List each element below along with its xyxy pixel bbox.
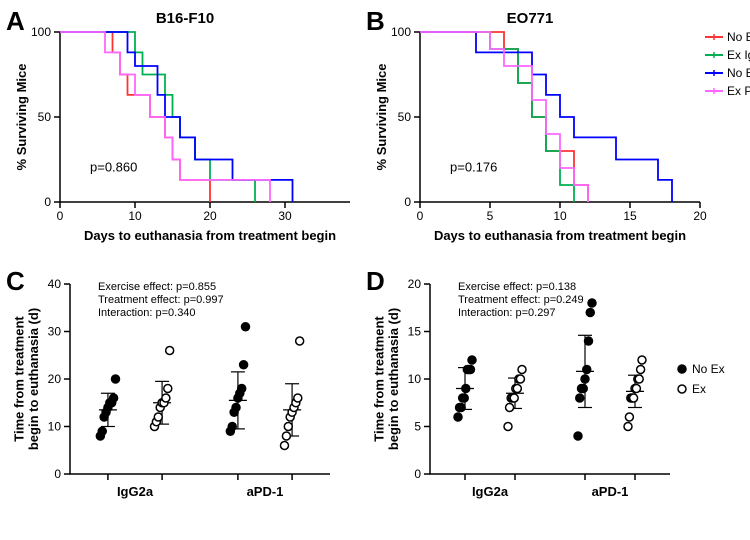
svg-text:40: 40 <box>48 277 62 291</box>
svg-text:IgG2a: IgG2a <box>117 484 154 499</box>
panel-letter-c: C <box>6 266 25 297</box>
figure-grid: A B16-F10 050100010203040Days to euthana… <box>10 10 740 530</box>
panel-b: B EO771 05010005101520Days to euthanasia… <box>370 10 750 260</box>
svg-text:p=0.176: p=0.176 <box>450 159 497 174</box>
svg-text:50: 50 <box>38 110 52 124</box>
svg-text:% Surviving Mice: % Surviving Mice <box>14 64 29 171</box>
svg-text:20: 20 <box>693 209 707 223</box>
svg-text:aPD-1: aPD-1 <box>247 484 284 499</box>
svg-text:5: 5 <box>414 420 421 434</box>
panel-c: C 010203040IgG2aaPD-1Time from treatment… <box>10 270 360 530</box>
svg-text:Exercise effect: p=0.138: Exercise effect: p=0.138 <box>458 281 576 293</box>
svg-text:Treatment effect: p=0.997: Treatment effect: p=0.997 <box>98 294 224 306</box>
svg-text:30: 30 <box>278 209 292 223</box>
svg-text:No Ex PD-1: No Ex PD-1 <box>727 66 750 80</box>
panel-a-chart: 050100010203040Days to euthanasia from t… <box>10 10 350 255</box>
svg-text:No Ex IgG2a: No Ex IgG2a <box>727 30 750 44</box>
svg-text:p=0.860: p=0.860 <box>90 159 137 174</box>
svg-text:Interaction: p=0.340: Interaction: p=0.340 <box>98 307 196 319</box>
svg-text:0: 0 <box>414 467 421 481</box>
svg-text:0: 0 <box>54 467 61 481</box>
svg-text:0: 0 <box>404 195 411 209</box>
panel-letter-b: B <box>366 6 385 37</box>
svg-text:30: 30 <box>48 325 62 339</box>
svg-text:0: 0 <box>417 209 424 223</box>
svg-text:Exercise effect: p=0.855: Exercise effect: p=0.855 <box>98 281 216 293</box>
svg-text:Ex PD-1: Ex PD-1 <box>727 84 750 98</box>
svg-text:Interaction: p=0.297: Interaction: p=0.297 <box>458 307 556 319</box>
panel-c-chart: 0 10 20 30 40 IgG2a aPD-1 Time from treatmentbe… <box>10 270 350 530</box>
svg-text:Ex IgG2a: Ex IgG2a <box>727 48 750 62</box>
svg-text:0: 0 <box>44 195 51 209</box>
svg-text:Ex: Ex <box>692 382 706 396</box>
svg-text:20: 20 <box>408 277 422 291</box>
svg-text:No Ex: No Ex <box>692 362 725 376</box>
svg-text:100: 100 <box>391 25 411 39</box>
panel-b-chart: 0 50 100 0 5 10 15 20 Days to euthanasia from tr… <box>370 10 750 255</box>
svg-text:aPD-1: aPD-1 <box>592 484 629 499</box>
panel-a: A B16-F10 050100010203040Days to euthana… <box>10 10 360 260</box>
svg-text:0: 0 <box>57 209 64 223</box>
svg-text:20: 20 <box>48 372 62 386</box>
svg-text:20: 20 <box>203 209 217 223</box>
panel-d: D 05101520IgG2aaPD-1Time from treatmentb… <box>370 270 750 530</box>
svg-text:10: 10 <box>128 209 142 223</box>
svg-text:15: 15 <box>408 325 422 339</box>
svg-text:% Surviving Mice: % Surviving Mice <box>374 64 389 171</box>
svg-text:50: 50 <box>398 110 412 124</box>
svg-text:10: 10 <box>553 209 567 223</box>
svg-text:Time from treatmentbegin to eu: Time from treatmentbegin to euthanasia (… <box>12 308 41 450</box>
panel-d-chart: 0 5 10 15 20 IgG2a aPD-1 Time from treatmentbeg… <box>370 270 750 530</box>
svg-text:Days to euthanasia from treatm: Days to euthanasia from treatment begin <box>434 228 686 243</box>
panel-letter-a: A <box>6 6 25 37</box>
svg-text:Treatment effect: p=0.249: Treatment effect: p=0.249 <box>458 294 584 306</box>
panel-a-title: B16-F10 <box>10 10 360 27</box>
svg-text:5: 5 <box>487 209 494 223</box>
svg-text:100: 100 <box>31 25 51 39</box>
svg-text:Days to euthanasia from treatm: Days to euthanasia from treatment begin <box>84 228 336 243</box>
svg-text:Time from treatmentbegin to eu: Time from treatmentbegin to euthanasia (… <box>372 308 401 450</box>
svg-text:10: 10 <box>48 420 62 434</box>
svg-text:10: 10 <box>408 372 422 386</box>
svg-text:IgG2a: IgG2a <box>472 484 509 499</box>
panel-letter-d: D <box>366 266 385 297</box>
svg-text:15: 15 <box>623 209 637 223</box>
